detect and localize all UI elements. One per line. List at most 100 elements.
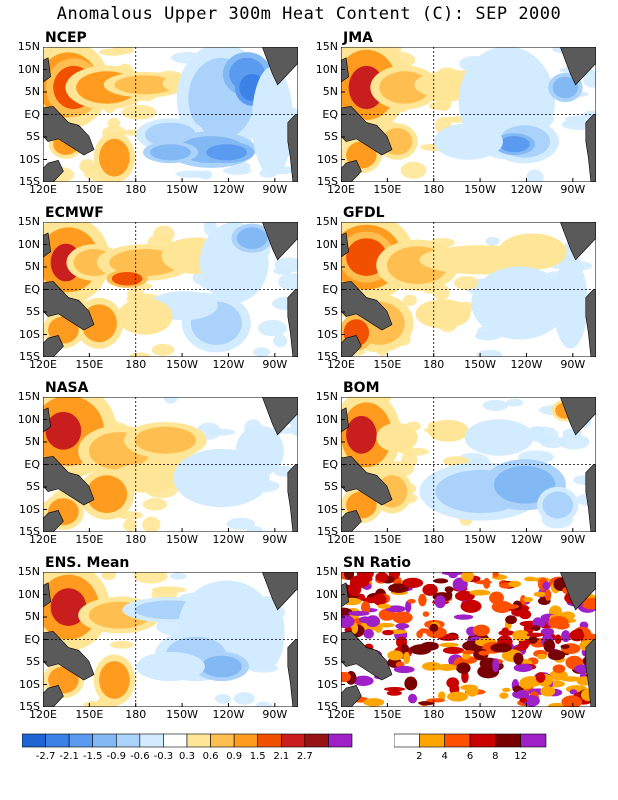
sn-mark xyxy=(378,622,395,628)
colorbar-swatch xyxy=(328,733,353,748)
sn-mark xyxy=(460,684,478,691)
sn-mark xyxy=(548,616,569,629)
field-core xyxy=(114,75,176,95)
y-tick-label: 5N xyxy=(322,85,338,98)
field-core xyxy=(499,136,530,153)
field-patch xyxy=(454,276,479,290)
x-tick-label: 120E xyxy=(29,183,57,196)
panel-title-sn-ratio: SN Ratio xyxy=(343,555,412,571)
sn-mark xyxy=(472,624,490,637)
field-patch xyxy=(539,436,566,449)
panel-map-7 xyxy=(341,572,596,707)
sn-mark xyxy=(446,677,460,689)
y-tick-label: 5N xyxy=(24,435,40,448)
y-tick-label: 10N xyxy=(17,237,40,251)
x-tick-label: 120E xyxy=(327,708,355,721)
sn-mark xyxy=(461,572,474,582)
x-tick-label: 90W xyxy=(262,183,288,196)
y-tick-label: 15N xyxy=(17,215,40,228)
sn-mark xyxy=(531,625,541,631)
x-tick-label: 120E xyxy=(327,533,355,546)
sn-mark xyxy=(353,675,374,687)
land-mass xyxy=(341,335,362,357)
sn-mark xyxy=(513,663,533,673)
colorbar-label: 2.7 xyxy=(296,751,313,762)
field-core xyxy=(422,303,464,325)
y-tick-label: EQ xyxy=(24,457,40,471)
panel-title-ncep: NCEP xyxy=(45,30,87,46)
sn-mark xyxy=(501,627,510,637)
x-tick-label: 120W xyxy=(212,358,245,371)
y-tick-label: 5N xyxy=(322,610,338,623)
sn-mark xyxy=(499,603,520,610)
field-patch xyxy=(526,169,544,182)
x-tick-label: 180 xyxy=(423,533,445,546)
x-tick-label: 90W xyxy=(560,708,586,721)
sn-mark xyxy=(358,616,372,624)
field-core xyxy=(145,655,196,678)
sn-mark xyxy=(582,598,596,607)
colorbar-swatch xyxy=(495,733,521,748)
sn-mark xyxy=(341,671,351,683)
panel-title-ens-mean: ENS. Mean xyxy=(45,555,130,571)
x-tick-label: 150W xyxy=(166,708,199,721)
sn-mark xyxy=(502,687,511,693)
sn-mark xyxy=(418,701,435,706)
field-patch xyxy=(583,70,596,88)
land-mass xyxy=(43,510,64,532)
sn-mark xyxy=(540,686,556,697)
sn-mark xyxy=(347,582,362,596)
sn-mark xyxy=(404,676,418,691)
colorbar-swatch xyxy=(163,733,188,748)
land-mass xyxy=(261,47,298,86)
field-patch xyxy=(151,343,175,356)
y-tick-label: 15S xyxy=(19,525,40,538)
field-core xyxy=(254,605,281,660)
y-tick-label: 5S xyxy=(324,480,338,493)
x-tick-label: 90W xyxy=(262,358,288,371)
colorbar-label: 2 xyxy=(416,751,423,762)
field-patch xyxy=(273,334,288,348)
field-core xyxy=(257,80,288,162)
y-tick-label: 10S xyxy=(19,152,40,166)
x-tick-label: 90W xyxy=(262,533,288,546)
sn-mark xyxy=(547,702,566,707)
sn-mark xyxy=(393,665,415,674)
field-patch xyxy=(482,399,509,411)
sn-mark xyxy=(499,692,509,699)
sn-mark xyxy=(478,650,490,656)
colorbar-label: -0.6 xyxy=(130,751,150,762)
x-tick-label: 150E xyxy=(373,183,402,196)
y-tick-label: 15S xyxy=(19,175,40,188)
x-tick-label: 90W xyxy=(262,708,288,721)
x-tick-label: 180 xyxy=(125,358,147,371)
sn-mark xyxy=(416,630,423,639)
panel-title-gfdl: GFDL xyxy=(343,205,385,221)
sn-mark xyxy=(456,662,471,674)
panel-map-2 xyxy=(43,222,298,357)
y-tick-label: 5N xyxy=(322,435,338,448)
sn-mark xyxy=(392,611,413,624)
sn-mark xyxy=(434,595,446,609)
x-tick-label: 180 xyxy=(423,358,445,371)
x-tick-label: 150E xyxy=(75,708,104,721)
y-tick-label: EQ xyxy=(322,282,338,296)
y-tick-label: 10N xyxy=(17,587,40,601)
field-core xyxy=(557,269,584,337)
colorbar-swatch xyxy=(469,733,496,748)
sn-mark xyxy=(483,577,491,589)
sn-ratio-colorbar xyxy=(394,733,547,748)
land-mass xyxy=(261,397,298,436)
y-tick-label: 10N xyxy=(315,587,338,601)
figure-title: Anomalous Upper 300m Heat Content (C): S… xyxy=(56,4,562,24)
field-core xyxy=(483,276,556,330)
x-tick-label: 150W xyxy=(464,183,497,196)
sn-mark xyxy=(444,586,454,593)
sn-mark xyxy=(422,611,430,617)
sn-mark xyxy=(383,687,406,692)
y-tick-label: 5N xyxy=(24,260,40,273)
y-tick-label: EQ xyxy=(322,632,338,646)
field-patch xyxy=(163,397,178,404)
land-mass xyxy=(261,572,298,611)
sn-mark xyxy=(341,615,355,628)
